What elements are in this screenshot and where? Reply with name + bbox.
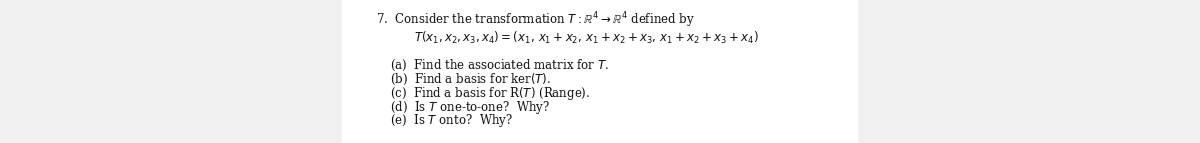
Text: 7.  Consider the transformation $T: \mathbb{R}^4 \rightarrow \mathbb{R}^4$ defin: 7. Consider the transformation $T: \math… xyxy=(376,10,695,30)
Text: (a)  Find the associated matrix for $T$.: (a) Find the associated matrix for $T$. xyxy=(390,58,608,73)
FancyBboxPatch shape xyxy=(342,0,858,143)
Text: (c)  Find a basis for R$(T)$ (Range).: (c) Find a basis for R$(T)$ (Range). xyxy=(390,85,590,102)
Text: (d)  Is $T$ one-to-one?  Why?: (d) Is $T$ one-to-one? Why? xyxy=(390,99,550,116)
Text: (e)  Is $T$ onto?  Why?: (e) Is $T$ onto? Why? xyxy=(390,112,514,129)
Text: $T(x_1, x_2, x_3, x_4) = (x_1,\, x_1 + x_2,\, x_1 + x_2 + x_3,\, x_1 + x_2 + x_3: $T(x_1, x_2, x_3, x_4) = (x_1,\, x_1 + x… xyxy=(414,30,758,46)
Text: (b)  Find a basis for ker$(T)$.: (b) Find a basis for ker$(T)$. xyxy=(390,72,551,87)
